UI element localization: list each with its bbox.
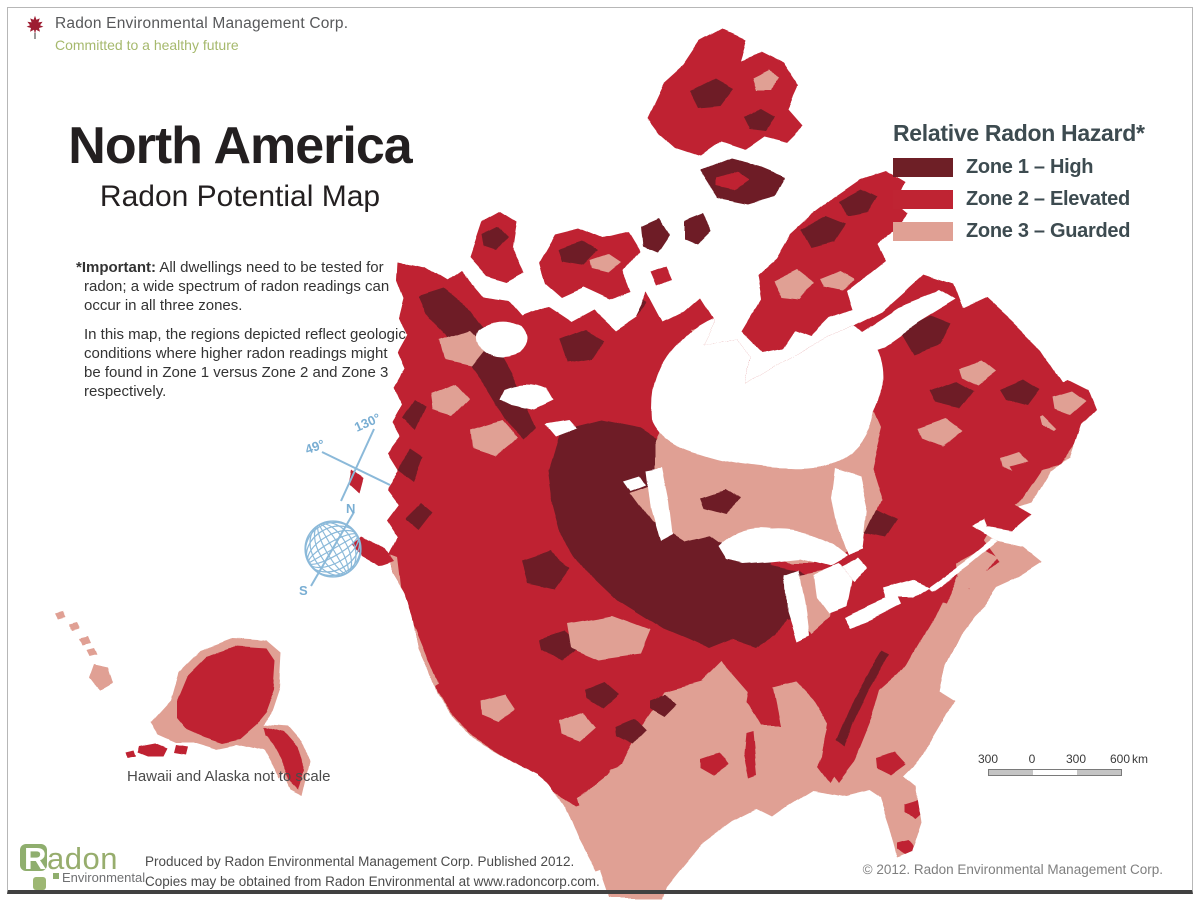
inset-scale-note: Hawaii and Alaska not to scale: [127, 768, 331, 785]
scale-label-3: 600: [1109, 752, 1131, 766]
logo-bullet: [53, 873, 59, 879]
header: Radon Environmental Management Corp. Com…: [24, 15, 348, 53]
logo-small-square: [33, 877, 46, 890]
maple-leaf-icon: [24, 15, 46, 53]
zone1-swatch: [893, 158, 953, 177]
map-artwork: [56, 30, 1096, 897]
hawaii-inset: [56, 610, 113, 691]
water-bodies: [475, 290, 1005, 639]
scale-bar: 300 0 300 600 km: [966, 752, 1156, 782]
legend-item-zone2: Zone 2 – Elevated: [893, 188, 1145, 211]
radon-environmental-logo: R adon Environmental: [20, 841, 150, 896]
scale-label-1: 0: [1028, 752, 1036, 766]
zone2-swatch: [893, 190, 953, 209]
corp-tagline: Committed to a healthy future: [55, 37, 239, 53]
important-note: *Important: All dwellings need to be tes…: [76, 258, 408, 401]
scale-label-0: 300: [977, 752, 999, 766]
page-title: North America: [68, 117, 412, 175]
corp-name: Radon Environmental Management Corp.: [55, 15, 349, 32]
note-lead: *Important:: [76, 259, 156, 276]
logo-square: [20, 844, 47, 871]
note-body-2: In this map, the regions depicted reflec…: [84, 325, 406, 401]
legend-item-zone3: Zone 3 – Guarded: [893, 220, 1145, 243]
legend-title: Relative Radon Hazard*: [893, 120, 1145, 146]
note-body: All dwellings need to be tested for rado…: [84, 259, 390, 315]
south-label: S: [299, 583, 308, 598]
zone1-label: Zone 1 – High: [966, 156, 1094, 178]
legend-item-zone1: Zone 1 – High: [893, 156, 1145, 179]
scale-unit: km: [1132, 752, 1148, 766]
logo-letter: R: [24, 841, 47, 876]
zone2-label: Zone 2 – Elevated: [966, 188, 1130, 210]
north-label: N: [346, 501, 356, 516]
zone3-swatch: [893, 222, 953, 241]
credit-line-2: Copies may be obtained from Radon Enviro…: [145, 873, 600, 889]
title-block: North America Radon Potential Map: [44, 116, 436, 214]
page-subtitle: Radon Potential Map: [99, 180, 381, 213]
arctic-islands: [347, 30, 1096, 567]
credits: Produced by Radon Environmental Manageme…: [145, 852, 600, 891]
scale-label-2: 300: [1065, 752, 1087, 766]
copyright: © 2012. Radon Environmental Management C…: [862, 862, 1163, 877]
logo-word: adon: [47, 841, 118, 876]
zone3-label: Zone 3 – Guarded: [966, 220, 1131, 242]
scale-bar-graphic: [988, 769, 1122, 776]
logo-subtext: Environmental: [62, 870, 146, 885]
legend: Relative Radon Hazard* Zone 1 – High Zon…: [893, 120, 1145, 243]
credit-line-1: Produced by Radon Environmental Manageme…: [145, 854, 575, 869]
alaska-inset: [126, 638, 310, 796]
zone-overlays: [386, 262, 1082, 895]
globe-icon: [304, 520, 362, 578]
